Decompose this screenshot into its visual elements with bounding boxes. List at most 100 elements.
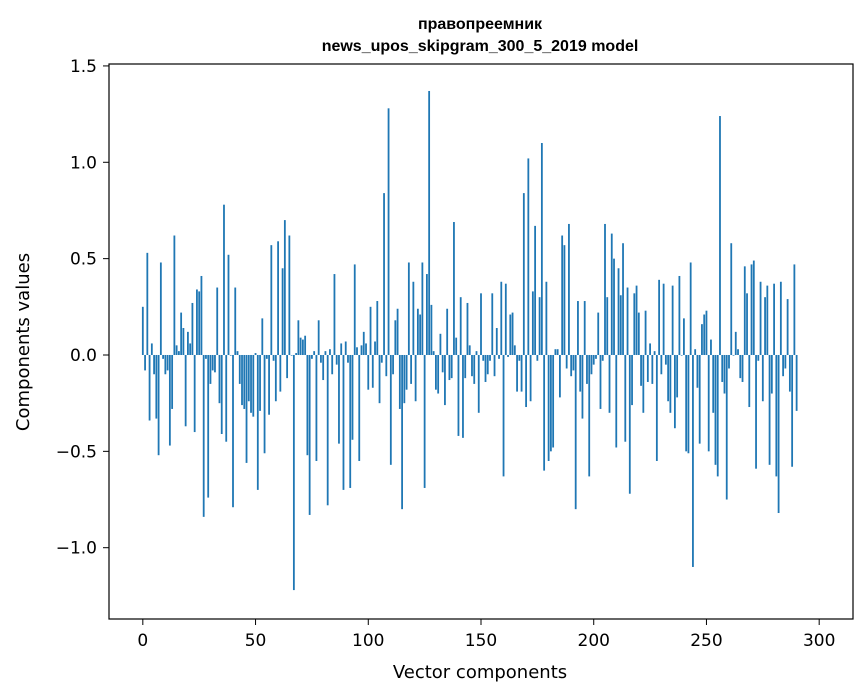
bar-71 (301, 339, 304, 355)
bar-219 (635, 285, 638, 355)
bar-39 (229, 354, 232, 356)
bar-41 (234, 287, 237, 355)
bar-289 (793, 264, 796, 355)
bar-284 (782, 354, 785, 377)
bar-170 (525, 354, 527, 408)
bar-184 (556, 349, 559, 355)
bar-144 (466, 302, 469, 355)
bar-67 (292, 354, 295, 591)
y-tick-label: 0.5 (70, 250, 97, 270)
bar-14 (173, 235, 176, 355)
x-tick-label: 0 (137, 631, 148, 651)
bar-130 (435, 354, 437, 390)
bar-86 (335, 354, 338, 365)
bar-31 (211, 354, 214, 371)
bar-212 (619, 295, 622, 355)
bar-146 (471, 354, 473, 377)
bar-87 (338, 354, 340, 444)
bar-250 (705, 310, 708, 355)
x-tick-label: 150 (465, 631, 497, 651)
bar-182 (552, 354, 555, 448)
y-tick-label: −0.5 (56, 442, 97, 462)
bars-layer (141, 90, 798, 591)
bar-282 (777, 354, 780, 514)
bar-232 (664, 354, 667, 365)
bar-3 (148, 354, 151, 421)
bar-279 (770, 354, 773, 394)
bar-76 (313, 351, 316, 355)
bar-89 (342, 354, 345, 490)
bar-247 (698, 354, 701, 444)
bar-169 (522, 193, 525, 355)
bar-256 (719, 116, 721, 355)
bar-195 (581, 354, 584, 419)
bar-57 (270, 245, 273, 355)
bar-198 (588, 354, 591, 477)
bar-135 (446, 308, 449, 355)
bar-88 (340, 343, 343, 355)
bar-254 (714, 354, 717, 465)
bar-47 (247, 354, 250, 402)
bar-60 (277, 241, 279, 355)
bar-75 (311, 354, 313, 359)
bar-214 (624, 354, 627, 442)
bar-287 (788, 354, 791, 392)
bar-19 (184, 354, 187, 427)
bar-98 (362, 331, 365, 355)
bar-161 (504, 283, 507, 355)
bar-140 (457, 354, 460, 436)
bar-286 (786, 299, 789, 355)
bar-56 (268, 354, 270, 415)
bar-138 (453, 222, 455, 355)
bar-103 (374, 341, 376, 355)
bar-149 (477, 354, 480, 413)
bar-35 (220, 354, 223, 434)
bar-30 (209, 354, 212, 384)
bar-252 (710, 339, 712, 355)
bar-163 (509, 314, 512, 355)
bar-92 (349, 354, 352, 488)
bar-77 (315, 354, 318, 461)
bar-180 (547, 354, 550, 461)
bar-80 (322, 354, 325, 381)
bar-266 (741, 354, 744, 382)
bar-148 (475, 351, 478, 355)
plot-frame (108, 63, 854, 620)
bar-233 (667, 354, 670, 402)
bar-213 (622, 243, 624, 355)
bar-178 (543, 354, 546, 471)
bar-97 (360, 345, 363, 355)
bar-174 (534, 225, 537, 355)
bar-8 (159, 262, 162, 355)
bar-12 (168, 354, 171, 446)
bar-26 (200, 275, 203, 355)
bar-283 (779, 281, 782, 355)
bar-179 (545, 281, 548, 355)
bar-152 (484, 354, 487, 382)
bar-258 (723, 354, 726, 394)
bar-223 (644, 310, 647, 355)
bar-192 (574, 354, 577, 510)
bar-45 (243, 354, 246, 409)
bar-68 (295, 353, 298, 355)
bar-84 (331, 354, 334, 375)
bar-141 (459, 297, 462, 355)
bar-244 (692, 354, 694, 567)
bar-194 (579, 354, 582, 392)
bar-201 (595, 354, 597, 359)
bar-115 (401, 354, 403, 510)
bar-231 (662, 283, 665, 355)
bar-224 (646, 354, 649, 382)
bar-113 (396, 308, 399, 355)
bar-154 (489, 354, 491, 361)
bar-162 (507, 354, 509, 357)
bar-205 (604, 223, 606, 355)
bar-272 (755, 354, 757, 469)
x-tick-label: 250 (690, 631, 722, 651)
bar-137 (450, 354, 453, 379)
bar-210 (615, 354, 618, 448)
bar-249 (703, 314, 706, 355)
bar-147 (473, 354, 476, 384)
